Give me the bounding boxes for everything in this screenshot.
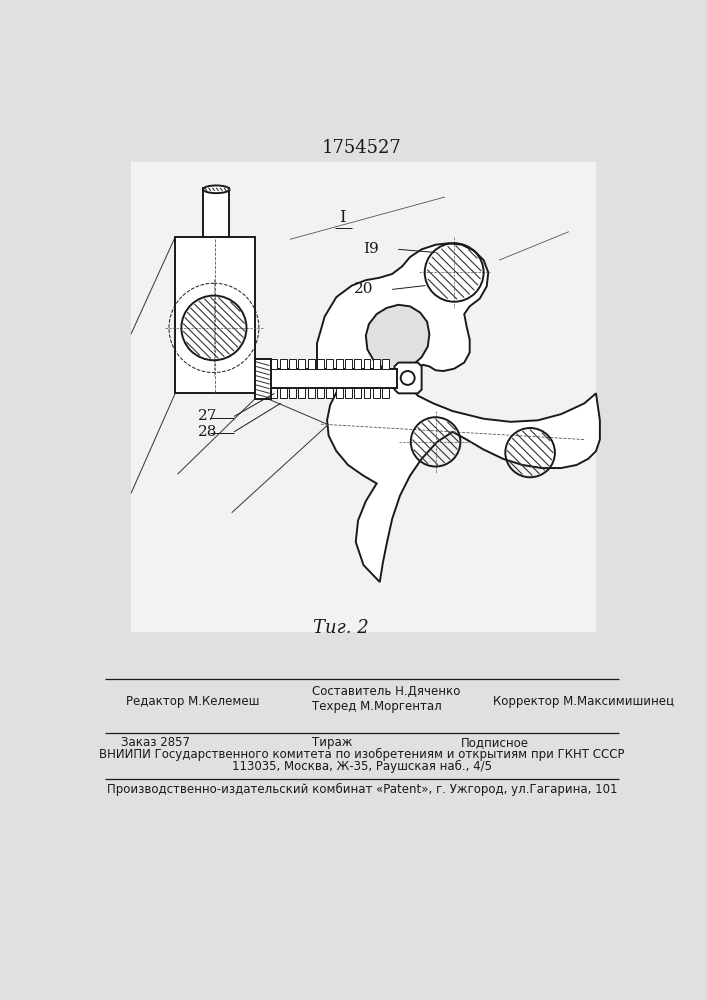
Polygon shape: [308, 359, 315, 369]
Polygon shape: [363, 359, 370, 369]
Text: 1754527: 1754527: [322, 139, 402, 157]
Polygon shape: [395, 363, 421, 393]
Polygon shape: [298, 359, 305, 369]
Text: Составитель Н.Дяченко: Составитель Н.Дяченко: [312, 685, 460, 698]
Polygon shape: [373, 359, 380, 369]
Polygon shape: [298, 388, 305, 398]
Text: Редактор М.Келемеш: Редактор М.Келемеш: [126, 695, 259, 708]
Text: Техред М.Моргентал: Техред М.Моргентал: [312, 700, 441, 713]
Polygon shape: [354, 359, 361, 369]
Polygon shape: [373, 388, 380, 398]
Polygon shape: [203, 188, 230, 237]
Polygon shape: [382, 359, 389, 369]
Text: 113035, Москва, Ж-35, Раушская наб., 4/5: 113035, Москва, Ж-35, Раушская наб., 4/5: [232, 760, 492, 773]
Polygon shape: [317, 243, 600, 582]
Polygon shape: [363, 388, 370, 398]
Ellipse shape: [203, 185, 230, 193]
Circle shape: [401, 371, 414, 385]
Polygon shape: [382, 388, 389, 398]
Polygon shape: [175, 237, 255, 393]
Text: Тираж: Тираж: [312, 736, 352, 749]
Bar: [131, 162, 596, 632]
Polygon shape: [308, 388, 315, 398]
Polygon shape: [345, 388, 352, 398]
Text: Корректор М.Максимишинец: Корректор М.Максимишинец: [493, 695, 674, 708]
Polygon shape: [280, 359, 287, 369]
Polygon shape: [336, 359, 343, 369]
Polygon shape: [317, 359, 324, 369]
Polygon shape: [289, 359, 296, 369]
Text: ВНИИПИ Государственного комитета по изобретениям и открытиям при ГКНТ СССР: ВНИИПИ Государственного комитета по изоб…: [99, 748, 625, 761]
Text: I9: I9: [363, 242, 379, 256]
Polygon shape: [261, 388, 268, 398]
Polygon shape: [255, 365, 269, 382]
Text: 27: 27: [199, 409, 218, 423]
Text: Производственно-издательский комбинат «Patent», г. Ужгород, ул.Гагарина, 101: Производственно-издательский комбинат «P…: [107, 783, 617, 796]
Polygon shape: [327, 359, 333, 369]
Polygon shape: [354, 388, 361, 398]
Text: 28: 28: [199, 425, 218, 439]
Text: Заказ 2857: Заказ 2857: [121, 736, 190, 749]
Polygon shape: [255, 369, 397, 388]
Polygon shape: [289, 388, 296, 398]
Polygon shape: [255, 359, 271, 399]
Polygon shape: [317, 388, 324, 398]
Text: 20: 20: [354, 282, 373, 296]
Polygon shape: [280, 388, 287, 398]
Polygon shape: [345, 359, 352, 369]
Polygon shape: [366, 305, 429, 369]
Polygon shape: [336, 388, 343, 398]
Text: Τиг. 2: Τиг. 2: [313, 619, 369, 637]
Text: I: I: [339, 209, 346, 226]
Polygon shape: [271, 388, 277, 398]
Text: Подписное: Подписное: [460, 736, 528, 749]
Polygon shape: [261, 359, 268, 369]
Polygon shape: [271, 359, 277, 369]
Polygon shape: [327, 388, 333, 398]
